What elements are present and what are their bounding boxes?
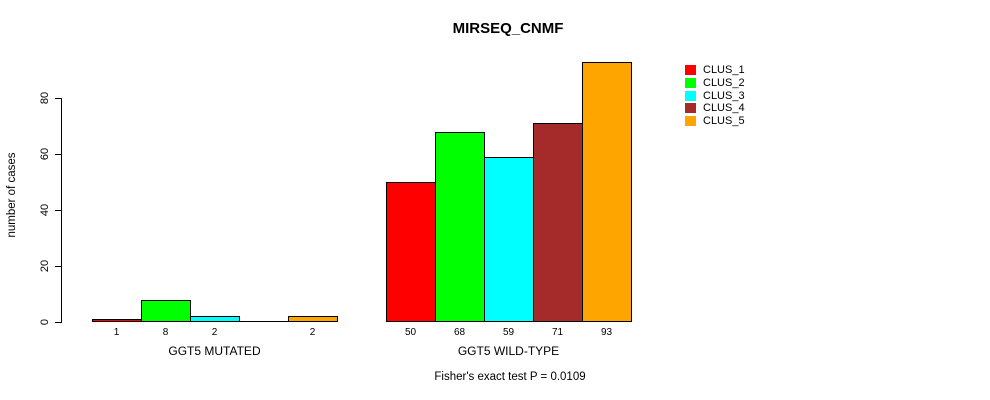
legend-label: CLUS_1 [703, 64, 745, 76]
legend-swatch-CLUS_5 [685, 116, 696, 127]
y-axis-tick [55, 210, 62, 211]
legend-label: CLUS_4 [703, 102, 745, 115]
y-axis-tick-label: 20 [39, 259, 51, 273]
y-axis-tick-label: 60 [39, 147, 51, 161]
bar-value-label: 68 [453, 327, 466, 338]
y-axis-tick-label: 40 [39, 203, 51, 217]
bar-value-label: 2 [309, 327, 316, 338]
y-axis-tick [55, 98, 62, 99]
legend-label: CLUS_5 [703, 115, 745, 128]
legend-swatch-CLUS_4 [685, 103, 696, 114]
group-label-wild-type: GGT5 WILD-TYPE [457, 344, 560, 358]
bar-CLUS_3 [484, 157, 534, 322]
bar-CLUS_5 [582, 62, 632, 322]
y-axis-tick [55, 322, 62, 323]
y-axis-tick [55, 266, 62, 267]
bar-value-label: 93 [600, 327, 613, 338]
bar-value-label: 59 [502, 327, 515, 338]
bar-CLUS_1 [386, 182, 436, 322]
chart-title: MIRSEQ_CNMF [452, 20, 564, 37]
y-axis-tick-label: 80 [39, 91, 51, 105]
legend-label: CLUS_3 [703, 89, 745, 102]
bar-value-label: 71 [551, 327, 564, 338]
bar-value-label: 50 [404, 327, 417, 338]
bar-CLUS_2 [435, 132, 485, 322]
legend-label: CLUS_2 [703, 76, 745, 89]
y-axis-label: number of cases [6, 152, 18, 238]
legend-swatch-CLUS_1 [685, 65, 696, 75]
bar-CLUS_5 [288, 316, 338, 322]
bar-CLUS_1 [92, 319, 142, 322]
y-axis-tick [55, 154, 62, 155]
bar-CLUS_2 [141, 300, 191, 322]
bar-value-label: 2 [211, 327, 218, 338]
fisher-test-annotation: Fisher's exact test P = 0.0109 [434, 371, 586, 383]
bar-value-label: 1 [113, 327, 120, 338]
legend-swatch-CLUS_3 [685, 90, 696, 101]
bar-CLUS_4 [239, 321, 289, 322]
group-label-mutated: GGT5 MUTATED [168, 344, 261, 358]
bar-CLUS_4 [533, 123, 583, 322]
bar-value-label: 8 [162, 327, 169, 338]
bar-CLUS_3 [190, 316, 240, 322]
legend-swatch-CLUS_2 [685, 77, 696, 88]
y-axis-tick-label: 0 [39, 318, 51, 326]
